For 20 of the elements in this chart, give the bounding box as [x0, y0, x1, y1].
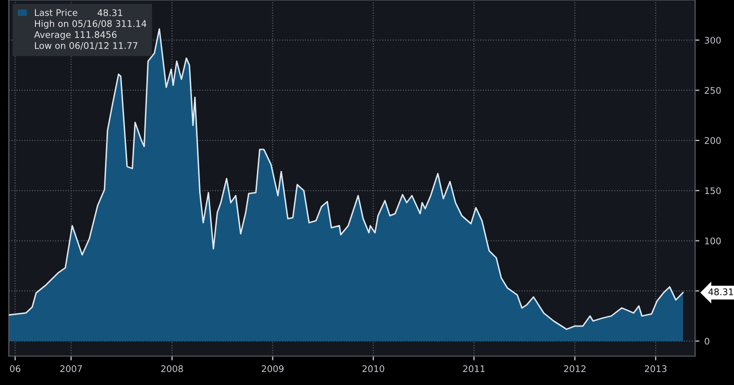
- x-tick-label: 2009: [262, 365, 284, 372]
- y-tick-label: 150: [705, 187, 721, 194]
- x-tick-label: 06: [10, 365, 20, 372]
- x-tick-label: 2011: [463, 365, 485, 372]
- x-tick-label: 2012: [564, 365, 586, 372]
- x-tick-label: 2013: [644, 365, 666, 372]
- y-tick-label: 0: [704, 338, 710, 345]
- annotation: Average 111.8456: [34, 31, 117, 40]
- annotation: 48.31: [98, 9, 122, 16]
- annotation: 48.31: [708, 288, 733, 296]
- y-tick-label: 300: [704, 36, 721, 44]
- legend-label: Last Price: [34, 9, 78, 16]
- x-tick-label: 2008: [161, 365, 183, 372]
- x-tick-label: 2010: [362, 365, 384, 372]
- annotation: Low on 06/01/12 11.77: [34, 42, 138, 50]
- x-tick-label: 2007: [60, 365, 82, 372]
- y-tick-label: 100: [705, 237, 721, 244]
- y-tick-label: 250: [704, 87, 721, 94]
- y-tick-label: 200: [704, 137, 721, 144]
- annotation: High on 05/16/08 311.14: [34, 20, 146, 29]
